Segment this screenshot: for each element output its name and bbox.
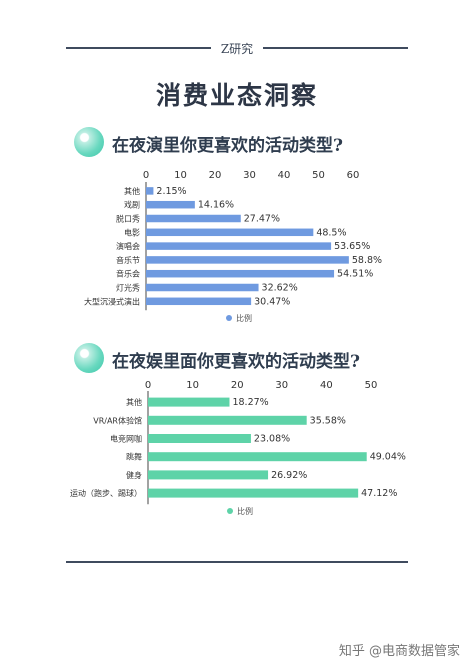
- chart1-bar: [146, 228, 314, 237]
- chart2-category-label: VR/AR体验馆: [93, 415, 142, 425]
- chart1-bar: [146, 187, 154, 195]
- chart2-value-label: 35.58%: [310, 415, 346, 426]
- chart2-bar: [148, 434, 251, 443]
- chart2-category-label: 电竞网咖: [110, 434, 142, 444]
- chart1-bar: [146, 200, 195, 209]
- section-1-icon: [74, 127, 104, 157]
- chart2-bar: [148, 452, 367, 462]
- section-1-title: 在夜演里你更喜欢的活动类型?: [112, 136, 343, 156]
- chart2-tick-label: 40: [320, 380, 333, 391]
- chart1-bar: [146, 297, 252, 306]
- chart-2: 0 10 20 30 40 50 其他 18.27% VR/AR体验馆 35.58% 电竞网咖 23.…: [70, 380, 406, 516]
- brand-label: Z研究: [0, 40, 474, 57]
- chart1-value-label: 27.47%: [244, 214, 280, 225]
- chart1-tick-label: 20: [209, 170, 222, 181]
- chart1-bar: [146, 269, 335, 278]
- chart2-value-label: 18.27%: [232, 397, 268, 408]
- chart2-tick-label: 0: [145, 380, 151, 391]
- chart1-tick-label: 10: [174, 170, 187, 181]
- page-title: 消费业态洞察: [155, 81, 318, 110]
- chart1-category-label: 戏剧: [124, 200, 140, 210]
- chart-1: 0 10 20 30 40 50 60 其他 2.15% 戏剧 14.16% 脱口秀 27.47% 电影 4…: [84, 170, 382, 323]
- chart2-tick-label: 50: [365, 380, 378, 391]
- section-2-icon: [74, 343, 104, 373]
- chart1-tick-label: 50: [312, 170, 325, 181]
- chart1-bar: [146, 256, 349, 264]
- chart1-legend-label: 比例: [236, 313, 252, 323]
- watermark: 知乎 @电商数据管家: [338, 644, 460, 659]
- chart1-category-label: 音乐节: [116, 255, 140, 265]
- chart1-tick-label: 30: [243, 170, 256, 181]
- chart1-category-label: 大型沉浸式演出: [84, 296, 140, 306]
- chart1-bar: [146, 214, 241, 223]
- chart2-value-label: 49.04%: [370, 452, 406, 463]
- chart2-category-label: 运动（跑步、踢球）: [70, 488, 142, 498]
- chart2-tick-label: 20: [231, 380, 244, 391]
- chart1-bar: [146, 242, 332, 250]
- bottom-divider: [66, 561, 408, 563]
- chart1-tick-label: 0: [143, 170, 149, 181]
- chart2-tick-label: 10: [186, 380, 199, 391]
- chart2-tick-label: 30: [275, 380, 288, 391]
- chart1-category-label: 电影: [124, 227, 140, 237]
- chart1-value-label: 48.5%: [316, 227, 346, 238]
- chart2-value-label: 47.12%: [361, 488, 397, 499]
- chart2-value-label: 26.92%: [271, 470, 307, 481]
- chart1-legend-marker: [226, 315, 232, 321]
- chart2-category-label: 其他: [126, 397, 142, 407]
- chart2-legend-label: 比例: [237, 506, 253, 516]
- chart2-legend-marker: [227, 508, 233, 514]
- chart1-category-label: 演唱会: [116, 241, 140, 251]
- chart1-tick-label: 40: [278, 170, 291, 181]
- chart1-value-label: 32.62%: [262, 283, 298, 294]
- chart1-category-label: 其他: [124, 186, 140, 196]
- chart1-value-label: 54.51%: [337, 269, 373, 280]
- chart2-bar: [148, 415, 307, 425]
- chart1-category-label: 音乐会: [116, 269, 140, 279]
- chart1-value-label: 53.65%: [334, 241, 370, 252]
- chart2-bar: [148, 488, 359, 498]
- section-2-title: 在夜娱里面你更喜欢的活动类型?: [112, 352, 360, 372]
- chart2-bar: [148, 397, 230, 407]
- chart1-value-label: 14.16%: [198, 200, 234, 211]
- chart1-bar: [146, 283, 259, 292]
- chart1-value-label: 2.15%: [156, 186, 186, 197]
- chart1-category-label: 脱口秀: [116, 214, 140, 224]
- chart1-category-label: 灯光秀: [116, 283, 140, 293]
- chart2-value-label: 23.08%: [254, 434, 290, 445]
- chart2-category-label: 健身: [126, 470, 142, 480]
- chart1-value-label: 30.47%: [254, 296, 290, 307]
- chart1-value-label: 58.8%: [352, 255, 382, 266]
- chart1-tick-label: 60: [347, 170, 360, 181]
- chart2-category-label: 跳舞: [126, 452, 142, 462]
- chart2-bar: [148, 470, 269, 480]
